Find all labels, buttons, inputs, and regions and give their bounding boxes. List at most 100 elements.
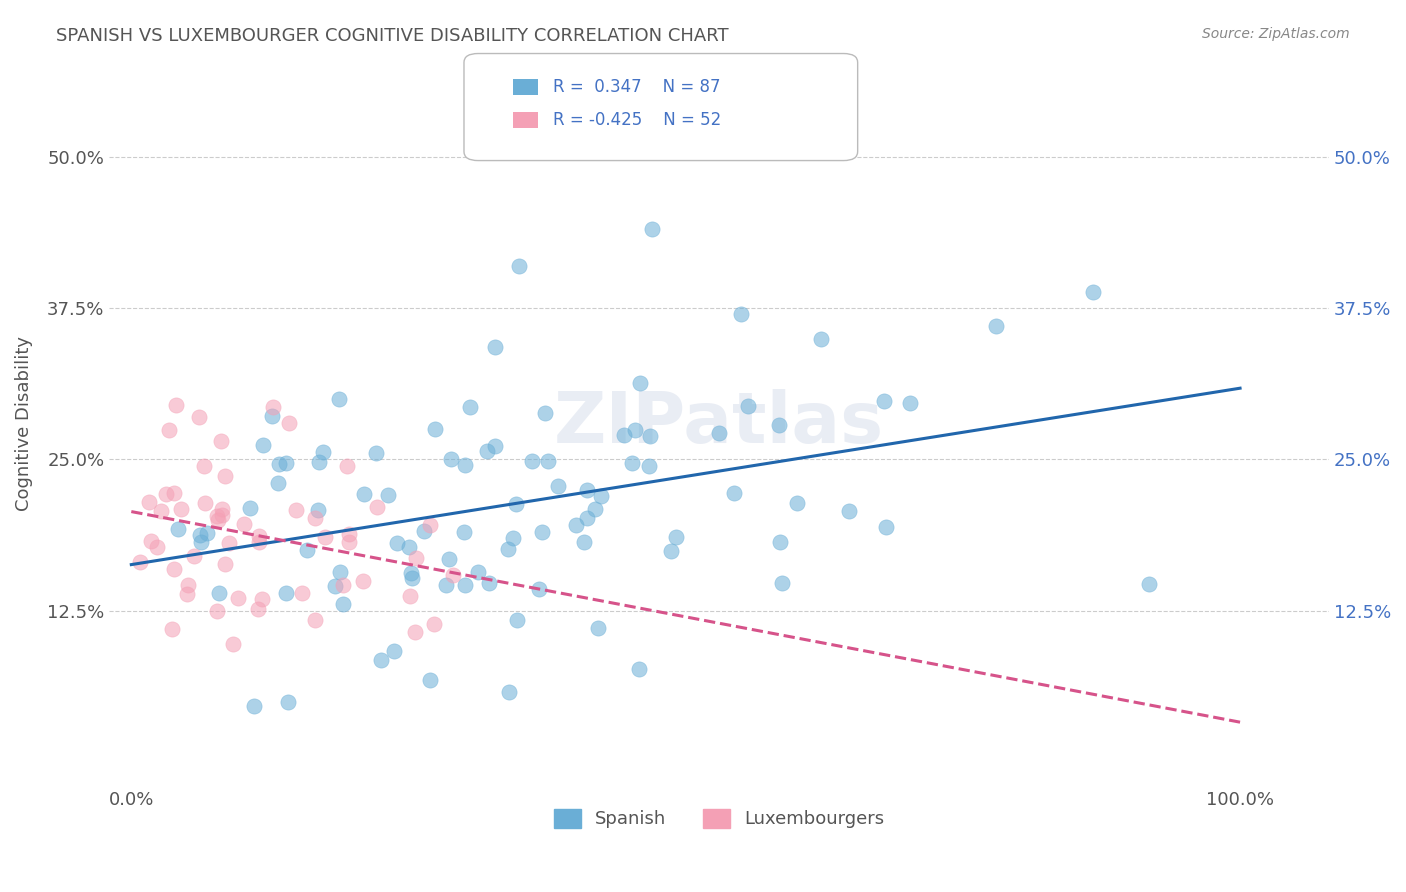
Point: [332, 578, 354, 592]
Point: [170, 502, 193, 516]
Point: [163, 561, 186, 575]
Point: [329, 566, 352, 580]
Legend: Spanish, Luxembourgers: Spanish, Luxembourgers: [547, 802, 891, 836]
Point: [314, 530, 336, 544]
Point: [589, 489, 612, 503]
Point: [398, 589, 420, 603]
Point: [291, 586, 314, 600]
Point: [278, 416, 301, 430]
Point: [405, 551, 427, 566]
Point: [353, 487, 375, 501]
Point: [190, 535, 212, 549]
Point: [366, 500, 388, 514]
Point: [246, 602, 269, 616]
Point: [723, 486, 745, 500]
Point: [232, 517, 254, 532]
Point: [267, 475, 290, 490]
Point: [399, 566, 422, 580]
Point: [252, 438, 274, 452]
Point: [207, 512, 229, 526]
Point: [533, 406, 555, 420]
Point: [129, 555, 152, 569]
Point: [211, 502, 233, 516]
Point: [167, 522, 190, 536]
Text: ZIPatlas: ZIPatlas: [554, 389, 884, 458]
Point: [628, 376, 651, 391]
Point: [769, 534, 792, 549]
Point: [312, 445, 335, 459]
Point: [141, 534, 163, 549]
Point: [162, 622, 184, 636]
Point: [737, 399, 759, 413]
Point: [155, 487, 177, 501]
Point: [187, 409, 209, 424]
Point: [423, 422, 446, 436]
Point: [295, 543, 318, 558]
Point: [404, 625, 426, 640]
Point: [873, 394, 896, 409]
Point: [385, 536, 408, 550]
Point: [307, 503, 329, 517]
Point: [149, 504, 172, 518]
Point: [208, 585, 231, 599]
Point: [274, 456, 297, 470]
Point: [547, 479, 569, 493]
Point: [195, 525, 218, 540]
Point: [875, 520, 897, 534]
Point: [177, 578, 200, 592]
Point: [382, 643, 405, 657]
Point: [274, 586, 297, 600]
Text: SPANISH VS LUXEMBOURGER COGNITIVE DISABILITY CORRELATION CHART: SPANISH VS LUXEMBOURGER COGNITIVE DISABI…: [56, 27, 728, 45]
Point: [277, 695, 299, 709]
Point: [188, 528, 211, 542]
Point: [810, 332, 832, 346]
Point: [214, 557, 236, 571]
Point: [621, 457, 644, 471]
Point: [352, 574, 374, 588]
Point: [453, 524, 475, 539]
Point: [214, 469, 236, 483]
Point: [211, 508, 233, 522]
Point: [364, 446, 387, 460]
Point: [627, 662, 650, 676]
Point: [454, 578, 477, 592]
Point: [262, 400, 284, 414]
Point: [496, 541, 519, 556]
Point: [377, 488, 399, 502]
Point: [269, 457, 291, 471]
Point: [537, 454, 560, 468]
Point: [398, 540, 420, 554]
Point: [183, 549, 205, 564]
Point: [475, 444, 498, 458]
Text: R = -0.425    N = 52: R = -0.425 N = 52: [553, 112, 721, 129]
Point: [467, 565, 489, 579]
Point: [984, 319, 1007, 334]
Point: [209, 434, 232, 449]
Point: [205, 604, 228, 618]
Point: [588, 621, 610, 635]
Point: [498, 685, 520, 699]
Point: [484, 340, 506, 354]
Point: [565, 518, 588, 533]
Point: [730, 307, 752, 321]
Point: [638, 459, 661, 474]
Point: [613, 428, 636, 442]
Point: [1083, 285, 1105, 300]
Point: [260, 409, 283, 424]
Point: [226, 591, 249, 606]
Point: [576, 511, 599, 525]
Point: [665, 530, 688, 544]
Point: [304, 613, 326, 627]
Point: [222, 636, 245, 650]
Point: [898, 396, 921, 410]
Point: [1137, 577, 1160, 591]
Point: [247, 535, 270, 549]
Point: [439, 552, 461, 566]
Point: [768, 418, 790, 433]
Point: [242, 698, 264, 713]
Point: [786, 496, 808, 510]
Point: [163, 485, 186, 500]
Point: [157, 423, 180, 437]
Point: [583, 502, 606, 516]
Point: [370, 653, 392, 667]
